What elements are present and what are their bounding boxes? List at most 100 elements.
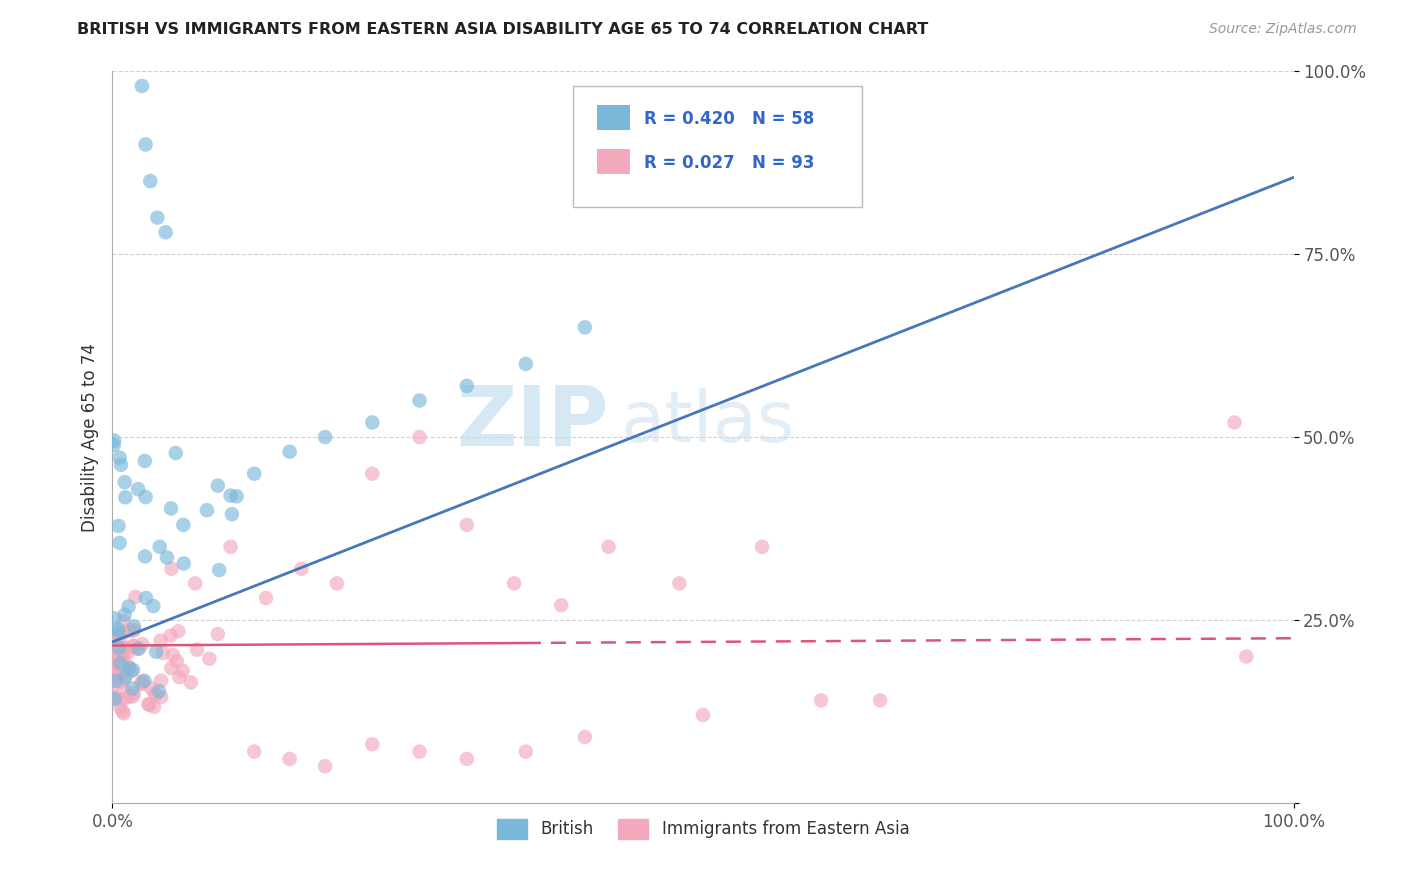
Point [143,700,166,714]
Point [225,489,247,503]
Point [143,687,166,701]
Point [125,641,148,656]
FancyBboxPatch shape [596,105,630,130]
Point [104,690,127,705]
Point [108,641,131,656]
Point [138,698,160,712]
Point [124,590,146,604]
Point [145,645,167,659]
Point [160,661,183,675]
Point [112,692,135,706]
Point [107,648,129,663]
Point [810,693,832,707]
Point [131,676,153,690]
Point [290,562,312,576]
Point [198,651,221,665]
Point [107,622,129,636]
Point [167,624,190,639]
Point [243,745,266,759]
Point [131,674,153,689]
Point [131,637,153,651]
Point [408,745,430,759]
Point [155,225,177,239]
Point [104,692,127,706]
Point [503,576,526,591]
Point [121,681,143,696]
Point [207,627,229,641]
Point [134,549,156,564]
FancyBboxPatch shape [574,86,862,207]
Point [103,438,125,452]
Point [574,320,596,334]
Point [139,681,162,695]
Point [104,611,127,625]
Point [108,536,131,550]
Point [107,519,129,533]
Point [127,482,149,496]
Point [162,648,184,662]
Point [152,646,174,660]
Point [103,679,125,693]
Point [278,752,301,766]
Point [668,576,690,591]
Point [1234,649,1257,664]
Point [104,662,127,676]
Point [112,672,135,686]
Point [107,669,129,683]
Text: atlas: atlas [620,388,794,457]
Point [456,379,478,393]
Point [125,50,148,64]
Point [122,686,145,700]
Point [219,489,242,503]
Point [105,641,128,656]
Point [111,704,134,718]
Point [122,663,145,677]
Point [114,475,136,490]
Point [169,670,191,684]
Point [361,416,384,430]
Text: ZIP: ZIP [456,382,609,463]
Point [131,78,153,93]
Point [110,637,132,651]
Point [118,661,141,675]
Point [156,550,179,565]
Point [112,650,135,665]
Point [112,614,135,628]
Point [105,633,128,648]
Point [120,665,142,679]
Point [103,434,125,448]
Point [135,137,157,152]
Point [111,646,134,660]
Point [108,626,131,640]
Point [108,450,131,465]
Point [165,446,187,460]
Point [112,706,135,721]
Point [118,690,141,704]
Point [172,664,194,678]
Point [186,642,208,657]
Point [112,683,135,698]
Legend: British, Immigrants from Eastern Asia: British, Immigrants from Eastern Asia [491,812,915,846]
Text: BRITISH VS IMMIGRANTS FROM EASTERN ASIA DISABILITY AGE 65 TO 74 CORRELATION CHAR: BRITISH VS IMMIGRANTS FROM EASTERN ASIA … [77,22,928,37]
Point [515,357,537,371]
Point [326,576,349,591]
Text: R = 0.027   N = 93: R = 0.027 N = 93 [644,153,814,172]
Point [598,540,620,554]
Point [361,737,384,751]
Point [145,688,167,702]
Point [150,673,173,688]
Point [160,501,183,516]
Point [124,623,146,637]
Y-axis label: Disability Age 65 to 74: Disability Age 65 to 74 [80,343,98,532]
Point [148,684,170,698]
Point [146,211,169,225]
Point [114,625,136,640]
Point [104,629,127,643]
Point [103,664,125,678]
Point [180,675,202,690]
Point [869,693,891,707]
Point [149,540,172,554]
FancyBboxPatch shape [596,149,630,174]
Point [136,697,159,711]
Point [159,628,181,642]
